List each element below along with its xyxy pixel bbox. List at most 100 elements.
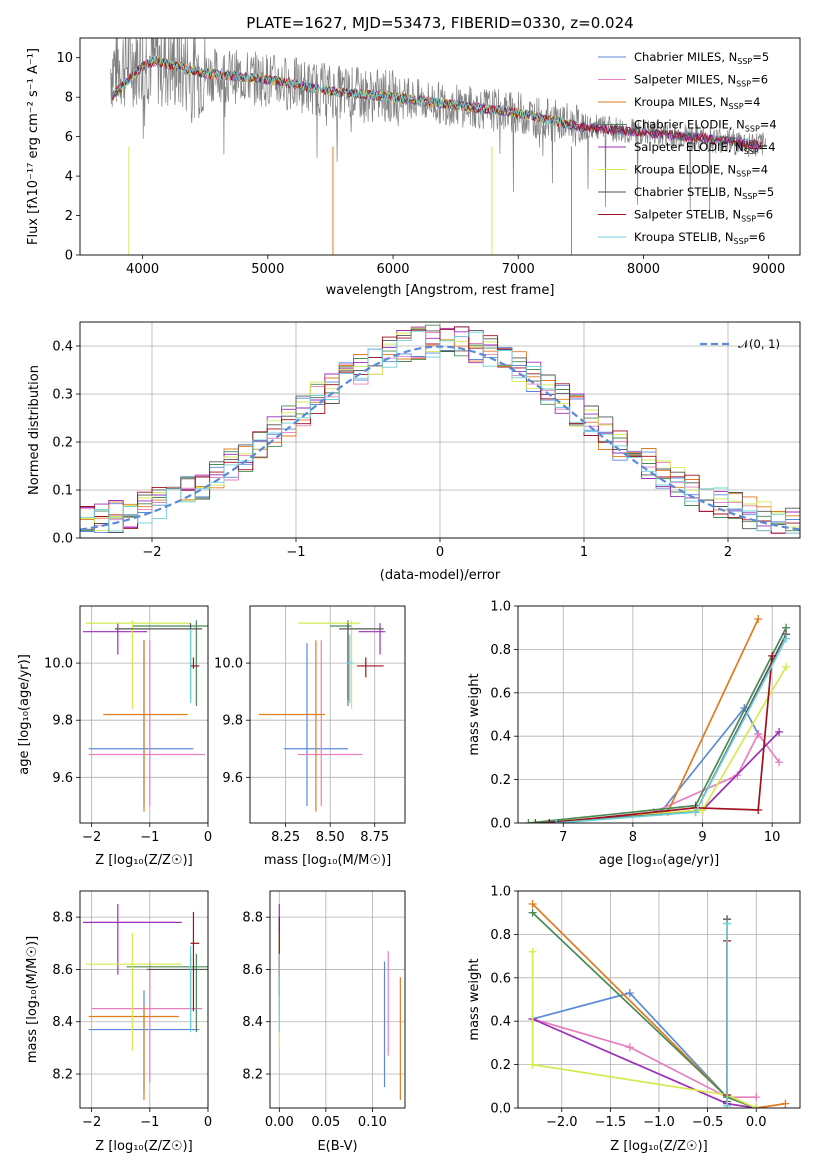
errorbars bbox=[82, 904, 208, 1101]
data-point-marker bbox=[782, 634, 791, 643]
y-tick-label: 8.8 bbox=[242, 911, 263, 926]
y-tick-label: 10 bbox=[56, 51, 73, 66]
residual-histogram bbox=[80, 330, 800, 534]
axes-mass_vs_Z: −2 −1 0 8.2 8.4 8.6 8.8 bbox=[52, 890, 212, 1130]
data-point-marker bbox=[768, 651, 777, 660]
x-tick-label: 9 bbox=[698, 830, 706, 845]
y-tick-label: 0.8 bbox=[490, 643, 511, 658]
y-tick-label: 8.2 bbox=[52, 1068, 73, 1083]
mass-weight-series bbox=[532, 1018, 757, 1099]
x-tick-label: −2.0 bbox=[546, 1115, 578, 1130]
data-point-marker bbox=[528, 947, 537, 956]
histograms bbox=[80, 324, 800, 534]
y-tick-label: 0.0 bbox=[490, 817, 511, 832]
y-tick-label: 2 bbox=[65, 209, 73, 224]
y-tick-label: 0.2 bbox=[490, 773, 511, 788]
y-tick-label: 9.8 bbox=[222, 714, 243, 729]
x-tick-label: 10 bbox=[764, 830, 781, 845]
y-tick-label: 10.0 bbox=[214, 657, 243, 672]
y-tick-label: 0.8 bbox=[490, 928, 511, 943]
mass-weight-series bbox=[666, 618, 759, 813]
y-axis-label: age [log₁₀(age/yr)] bbox=[17, 654, 32, 775]
x-tick-label: 4000 bbox=[126, 262, 159, 277]
x-axis-label: Z [log₁₀(Z/Z☉)] bbox=[95, 853, 192, 868]
x-tick-label: 5000 bbox=[251, 262, 284, 277]
data-point-marker bbox=[752, 1104, 761, 1108]
legend-label: 𝒩(0, 1) bbox=[738, 337, 780, 351]
legend-label: Kroupa ELODIE, NSSP=4 bbox=[634, 163, 768, 179]
x-tick-label: 0 bbox=[204, 830, 212, 845]
y-tick-label: 8.4 bbox=[52, 1015, 73, 1030]
x-tick-label: 8.25 bbox=[271, 830, 300, 845]
y-tick-label: 6 bbox=[65, 130, 73, 145]
x-axis-label: mass [log₁₀(M/M☉)] bbox=[264, 853, 391, 868]
y-tick-label: 0.6 bbox=[490, 686, 511, 701]
x-tick-label: 0.05 bbox=[311, 1115, 340, 1130]
axes-age_vs_mass: 8.25 8.50 8.75 9.6 9.8 10.0 bbox=[214, 605, 406, 845]
x-tick-label: 9000 bbox=[752, 262, 785, 277]
data-point-marker bbox=[723, 919, 732, 928]
y-tick-label: 8.8 bbox=[52, 911, 73, 926]
data-point-marker bbox=[545, 819, 554, 823]
data-point-marker bbox=[524, 819, 533, 823]
data-point-marker bbox=[625, 1043, 634, 1052]
data-point-marker bbox=[781, 1099, 790, 1108]
legend-label: Salpeter MILES, NSSP=6 bbox=[634, 73, 768, 89]
legend-label: Chabrier MILES, NSSP=5 bbox=[634, 50, 769, 66]
residual-legend: 𝒩(0, 1) bbox=[700, 337, 780, 351]
y-tick-label: 0.0 bbox=[490, 1102, 511, 1117]
axes-frame bbox=[79, 605, 209, 824]
x-tick-label: 8 bbox=[629, 830, 637, 845]
x-tick-label: −2 bbox=[82, 830, 101, 845]
mass-weight-series bbox=[535, 666, 787, 823]
errorbars bbox=[82, 620, 208, 812]
y-axis-label: mass weight bbox=[467, 673, 482, 755]
legend-label: Salpeter STELIB, NSSP=6 bbox=[634, 208, 773, 224]
y-tick-label: 10.0 bbox=[44, 657, 73, 672]
spectrum-legend: Chabrier MILES, NSSP=5 Salpeter MILES, NS… bbox=[598, 50, 777, 246]
errorbars bbox=[258, 620, 386, 812]
y-tick-label: 8.2 bbox=[242, 1068, 263, 1083]
x-tick-label: 2 bbox=[724, 545, 732, 560]
x-tick-label: −1 bbox=[286, 545, 305, 560]
residual-histogram bbox=[80, 326, 800, 534]
y-tick-label: 1.0 bbox=[490, 600, 511, 615]
y-tick-label: 1.0 bbox=[490, 885, 511, 900]
axes-frame bbox=[269, 890, 406, 1109]
gaussian-curve bbox=[80, 345, 800, 531]
x-tick-label: 1 bbox=[580, 545, 588, 560]
x-tick-label: −0.5 bbox=[692, 1115, 724, 1130]
y-tick-label: 9.6 bbox=[52, 771, 73, 786]
x-tick-label: −1.5 bbox=[595, 1115, 627, 1130]
x-tick-label: −1 bbox=[140, 1115, 159, 1130]
data-point-marker bbox=[723, 1101, 732, 1108]
y-tick-label: 0.6 bbox=[490, 971, 511, 986]
x-axis-label: Z [log₁₀(Z/Z☉)] bbox=[95, 1139, 192, 1154]
x-tick-label: −2 bbox=[82, 1115, 101, 1130]
y-tick-label: 4 bbox=[65, 170, 73, 185]
axes-mass_weight_vs_Z: −2.0 −1.5 −1.0 −0.5 0.0 0.0 0.2 0.4 0.6 0.8 1.0 bbox=[490, 885, 801, 1130]
x-axis-label: age [log₁₀(age/yr)] bbox=[599, 853, 720, 868]
y-tick-label: 0.2 bbox=[490, 1058, 511, 1073]
mass-weight-lines bbox=[528, 900, 790, 1108]
y-axis-label: Flux [fλ10⁻¹⁷ erg cm⁻² s⁻¹ A⁻¹] bbox=[26, 48, 41, 245]
data-point-marker bbox=[754, 730, 763, 739]
data-point-marker bbox=[528, 900, 537, 909]
axes-residuals: −2 −1 0 1 2 0.0 0.1 0.2 0.3 0.4 bbox=[52, 321, 801, 560]
legend-label: Chabrier STELIB, NSSP=5 bbox=[634, 185, 774, 201]
y-tick-label: 0.3 bbox=[52, 388, 73, 403]
y-tick-label: 0 bbox=[65, 249, 73, 264]
x-tick-label: 8000 bbox=[627, 262, 660, 277]
mass-weight-lines bbox=[524, 615, 791, 823]
axes-mass_weight_vs_age: 7 8 9 10 0.0 0.2 0.4 0.6 0.8 1.0 bbox=[490, 600, 801, 845]
legend-label: Kroupa MILES, NSSP=4 bbox=[634, 95, 760, 111]
y-tick-label: 0.1 bbox=[52, 484, 73, 499]
data-point-marker bbox=[754, 615, 763, 624]
axes-frame bbox=[517, 605, 801, 824]
data-point-marker bbox=[754, 805, 763, 814]
x-tick-label: −1.0 bbox=[643, 1115, 675, 1130]
data-point-marker bbox=[531, 819, 540, 823]
x-tick-label: 0.00 bbox=[265, 1115, 294, 1130]
mass-weight-series bbox=[556, 638, 787, 823]
x-axis-label: wavelength [Angstrom, rest frame] bbox=[326, 283, 555, 298]
